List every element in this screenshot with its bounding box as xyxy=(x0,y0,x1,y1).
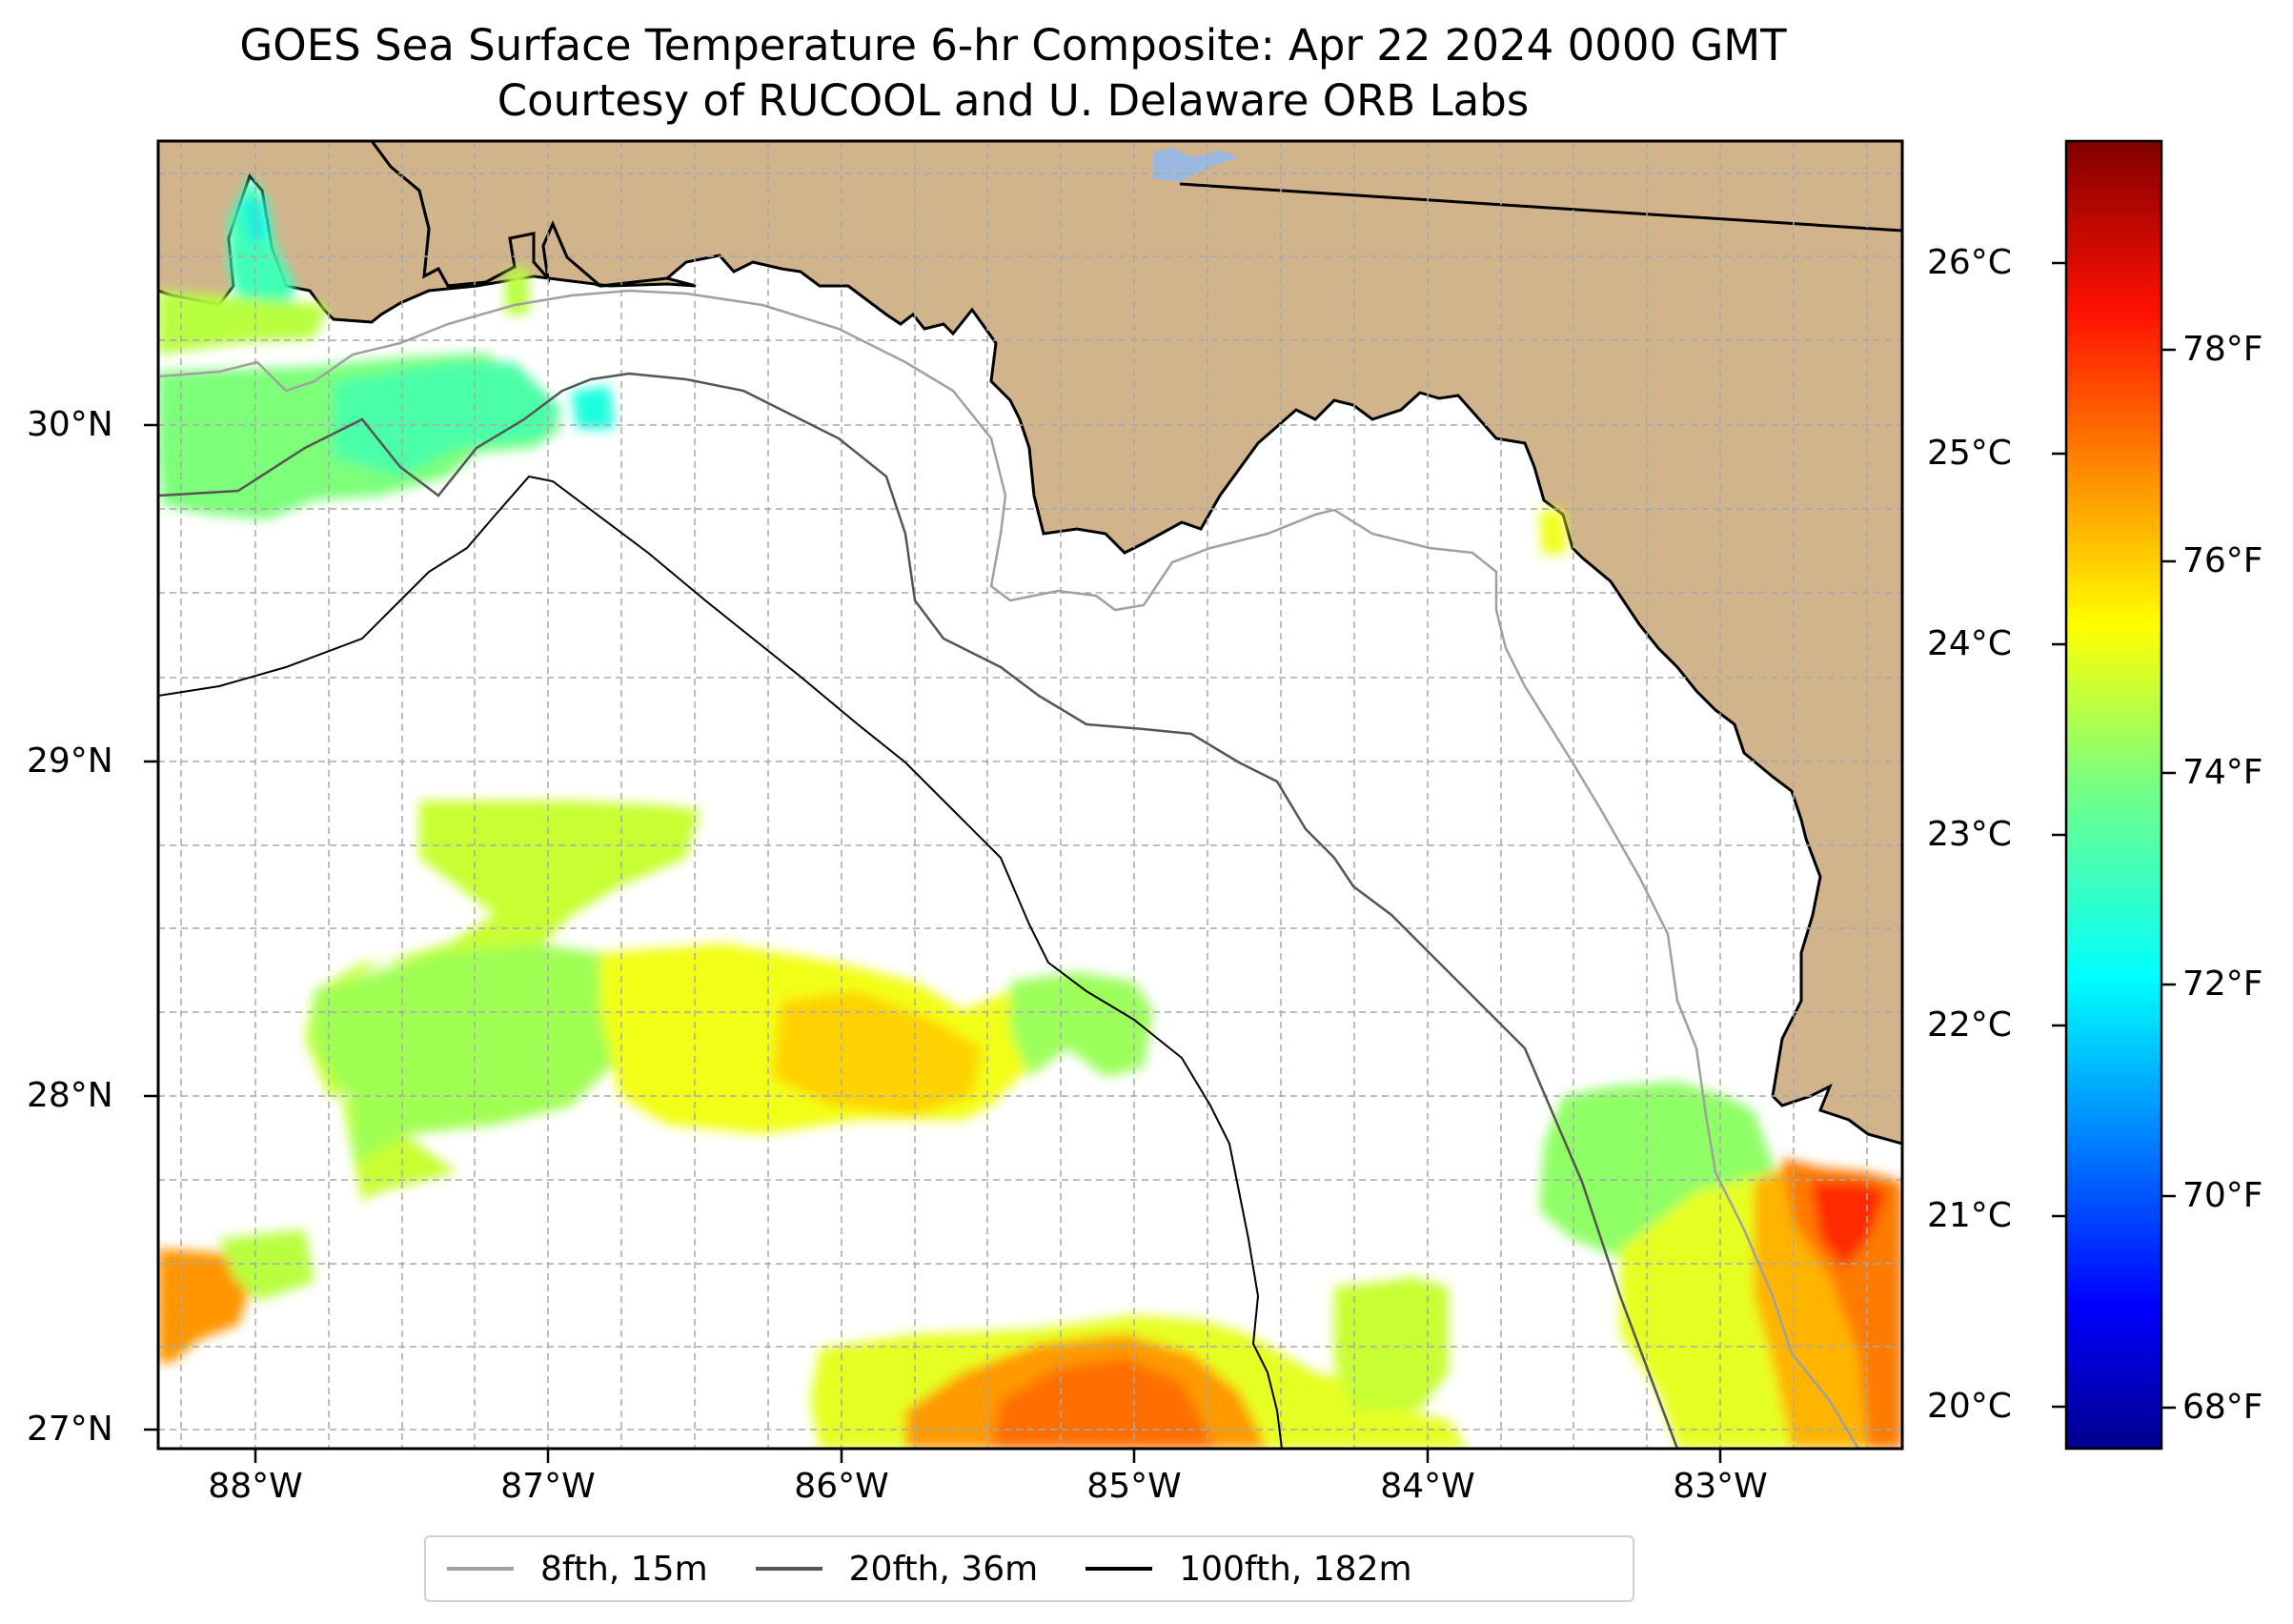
cb-label-21c: 21°C xyxy=(1927,1196,2012,1235)
legend-swatch-100fth xyxy=(1086,1567,1153,1571)
lon-label-86: 86°W xyxy=(794,1467,889,1506)
cb-label-25c: 25°C xyxy=(1927,434,2012,473)
legend-item-8fth: 8fth, 15m xyxy=(447,1550,708,1589)
map-panel xyxy=(158,141,1902,1449)
cb-label-20c: 20°C xyxy=(1927,1387,2012,1426)
lon-label-88: 88°W xyxy=(208,1467,303,1506)
lon-label-87: 87°W xyxy=(500,1467,596,1506)
cb-label-26c: 26°C xyxy=(1927,243,2012,282)
colorbar-ticks xyxy=(2052,261,2176,1410)
map-subtitle: Courtesy of RUCOOL and U. Delaware ORB L… xyxy=(497,75,1530,126)
legend-swatch-8fth xyxy=(447,1567,514,1571)
axis-ticks xyxy=(144,423,1722,1463)
lon-label-83: 83°W xyxy=(1673,1467,1768,1506)
lat-label-29: 29°N xyxy=(27,741,113,781)
sst-layer xyxy=(158,176,1902,1449)
legend-label-100fth: 100fth, 182m xyxy=(1179,1549,1412,1589)
isobath-8fth xyxy=(158,289,1860,1449)
cb-label-78f: 78°F xyxy=(2182,330,2263,369)
cb-label-68f: 68°F xyxy=(2182,1388,2263,1427)
legend-item-20fth: 20fth, 36m xyxy=(755,1549,1039,1589)
lat-label-27: 27°N xyxy=(27,1410,113,1449)
isobath-100fth xyxy=(158,475,1283,1449)
cb-label-23c: 23°C xyxy=(1927,815,2012,854)
lat-label-28: 28°N xyxy=(27,1076,113,1115)
graticule xyxy=(158,141,1902,1449)
lake xyxy=(1153,148,1239,181)
lat-label-30: 30°N xyxy=(27,405,113,444)
cb-label-74f: 74°F xyxy=(2182,753,2263,792)
legend-item-100fth: 100fth, 182m xyxy=(1086,1549,1412,1589)
lon-label-85: 85°W xyxy=(1086,1467,1182,1506)
lon-label-84: 84°W xyxy=(1380,1467,1475,1506)
cb-label-24c: 24°C xyxy=(1927,624,2012,663)
cb-label-22c: 22°C xyxy=(1927,1005,2012,1045)
isobath-20fth xyxy=(158,372,1679,1449)
state-border xyxy=(1179,182,1902,233)
legend-swatch-20fth xyxy=(755,1567,822,1571)
legend-label-8fth: 8fth, 15m xyxy=(540,1549,708,1589)
legend-label-20fth: 20fth, 36m xyxy=(848,1549,1039,1589)
cb-label-76f: 76°F xyxy=(2182,541,2263,580)
isobath-legend: 8fth, 15m 20fth, 36m 100fth, 182m xyxy=(424,1535,1634,1602)
colorbar xyxy=(2064,139,2163,1451)
cb-label-70f: 70°F xyxy=(2182,1176,2263,1215)
map-frame xyxy=(156,139,1904,1451)
cb-label-72f: 72°F xyxy=(2182,964,2263,1004)
map-title: GOES Sea Surface Temperature 6-hr Compos… xyxy=(239,20,1787,71)
